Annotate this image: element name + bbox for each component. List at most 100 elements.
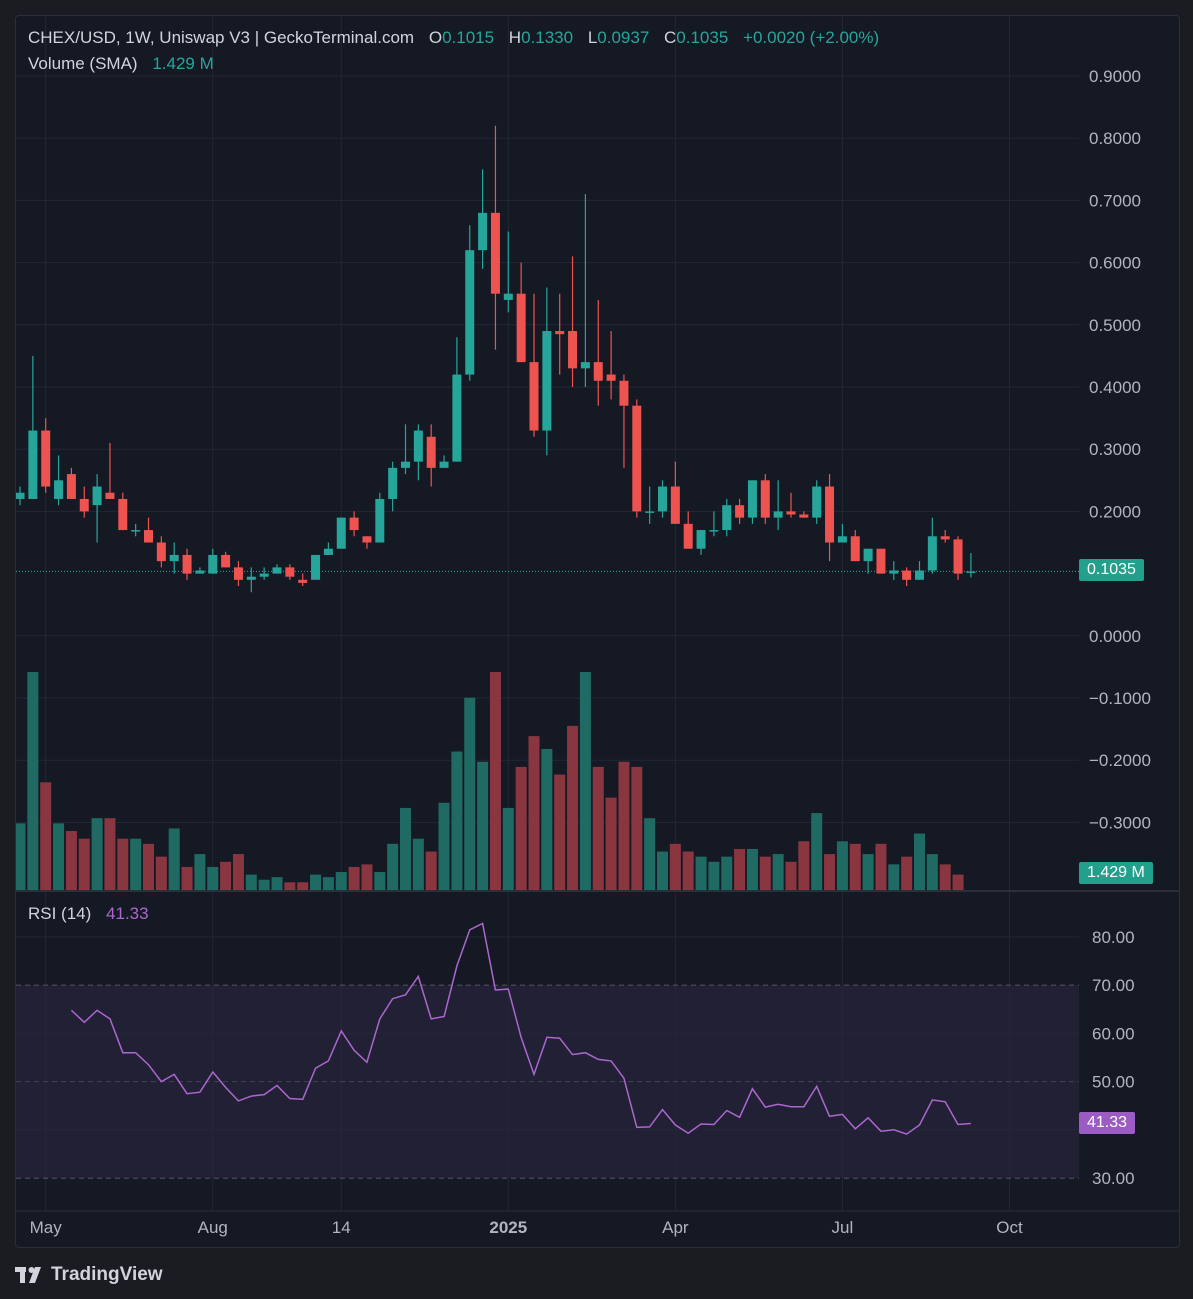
tradingview-logo-icon	[15, 1267, 41, 1283]
rsi-legend: RSI (14) 41.33	[28, 904, 149, 924]
candle-body	[516, 293, 526, 363]
volume-bar	[579, 672, 591, 890]
rsi-tick-label: 50.00	[1092, 1073, 1135, 1092]
volume-bar	[554, 774, 566, 890]
rsi-label: RSI (14)	[28, 904, 92, 923]
volume-bar	[489, 672, 501, 890]
candle-body	[825, 486, 835, 543]
time-tick-label: 2025	[489, 1218, 527, 1237]
volume-bar	[232, 854, 244, 890]
volume-bar	[451, 751, 463, 890]
volume-bar	[515, 766, 527, 890]
volume-bar	[901, 856, 913, 890]
candle-body	[645, 511, 655, 513]
candle-body	[105, 492, 115, 499]
volume-bar	[644, 818, 656, 890]
candle-body	[131, 530, 141, 532]
candle-body	[272, 567, 282, 574]
volume-bar	[914, 833, 925, 890]
candle-body	[375, 498, 385, 543]
volume-bar	[310, 874, 322, 890]
candle-body	[542, 331, 552, 431]
rsi-tag: 41.33	[1079, 1112, 1136, 1134]
rsi-legend-value: 41.33	[106, 904, 149, 923]
price-tick-label: 0.9000	[1089, 67, 1141, 86]
time-tick-label: May	[30, 1218, 63, 1237]
time-tick-label: Aug	[198, 1218, 228, 1237]
price-tick-label: −0.2000	[1089, 751, 1151, 770]
volume-bar	[91, 818, 103, 890]
price-tick-label: −0.3000	[1089, 813, 1151, 832]
volume-bar	[836, 841, 848, 890]
candle-body	[233, 567, 243, 580]
candle-body	[144, 530, 153, 543]
volume-bar	[78, 838, 90, 890]
volume-bar	[322, 877, 334, 890]
volume-bar	[130, 838, 142, 890]
candle-body	[902, 570, 912, 580]
candle-body	[195, 570, 205, 574]
candle-body	[696, 530, 706, 549]
candle-body	[388, 467, 398, 499]
volume-bar	[798, 841, 810, 890]
volume-bar	[361, 864, 373, 890]
candle-body	[619, 380, 629, 406]
volume-bar	[592, 766, 604, 890]
volume-bar	[16, 823, 26, 890]
candle-body	[490, 212, 500, 294]
volume-bar	[849, 843, 861, 890]
candle-body	[747, 480, 757, 518]
candle-body	[863, 548, 873, 562]
price-tick-label: 0.8000	[1089, 129, 1141, 148]
chart-canvas[interactable]: 0.9000 0.8000 0.7000 0.6000 0.5000 0.4000 0.30…	[16, 16, 1179, 1247]
rsi-tick-label: 70.00	[1092, 976, 1135, 995]
volume-bar	[618, 761, 630, 890]
volume-bar	[40, 782, 52, 890]
volume-bar	[400, 807, 411, 890]
candle-body	[349, 517, 359, 531]
volume-bar	[348, 866, 360, 890]
volume-bar	[888, 864, 900, 890]
volume-bar	[695, 856, 707, 890]
candle-body	[439, 461, 449, 468]
price-tick-label: −0.1000	[1089, 689, 1151, 708]
candle-body	[336, 517, 346, 549]
volume-bar	[567, 725, 579, 890]
volume-bar	[245, 874, 257, 890]
volume-bar	[734, 848, 746, 890]
volume-bar	[926, 854, 938, 890]
chart-frame: 0.9000 0.8000 0.7000 0.6000 0.5000 0.4000 0.30…	[15, 15, 1180, 1248]
rsi-tick-label: 30.00	[1092, 1169, 1135, 1188]
candle-body	[28, 430, 38, 499]
candle-body	[786, 511, 796, 515]
candle-body	[362, 536, 372, 543]
volume-bar	[181, 866, 193, 890]
volume-bar	[284, 882, 296, 890]
tradingview-branding[interactable]: TradingView	[15, 1260, 163, 1290]
close-label: C	[664, 28, 677, 47]
candle-body	[722, 505, 732, 531]
high-value: 0.1330	[521, 28, 574, 47]
candle-body	[221, 554, 231, 568]
candle-body	[580, 362, 590, 369]
candle-body	[709, 530, 719, 532]
candle-body	[940, 536, 950, 540]
volume-bar	[155, 856, 167, 890]
candle-body	[658, 486, 667, 512]
change-value: +0.0020 (+2.00%)	[743, 28, 880, 47]
volume-bar	[425, 851, 437, 890]
volume-bar	[862, 854, 874, 890]
candle-body	[79, 498, 89, 512]
time-tick-label: Jul	[832, 1218, 854, 1237]
volume-bar	[168, 828, 180, 890]
volume-tag: 1.429 M	[1079, 862, 1153, 884]
price-tick-label: 0.6000	[1089, 254, 1141, 273]
volume-bar	[669, 843, 681, 890]
candle-body	[452, 374, 462, 462]
volume-bar	[682, 851, 694, 890]
candle-body	[670, 486, 680, 524]
volume-bar	[875, 843, 887, 890]
candle-body	[285, 567, 295, 577]
candle-body	[426, 436, 436, 468]
volume-bar	[631, 766, 643, 890]
